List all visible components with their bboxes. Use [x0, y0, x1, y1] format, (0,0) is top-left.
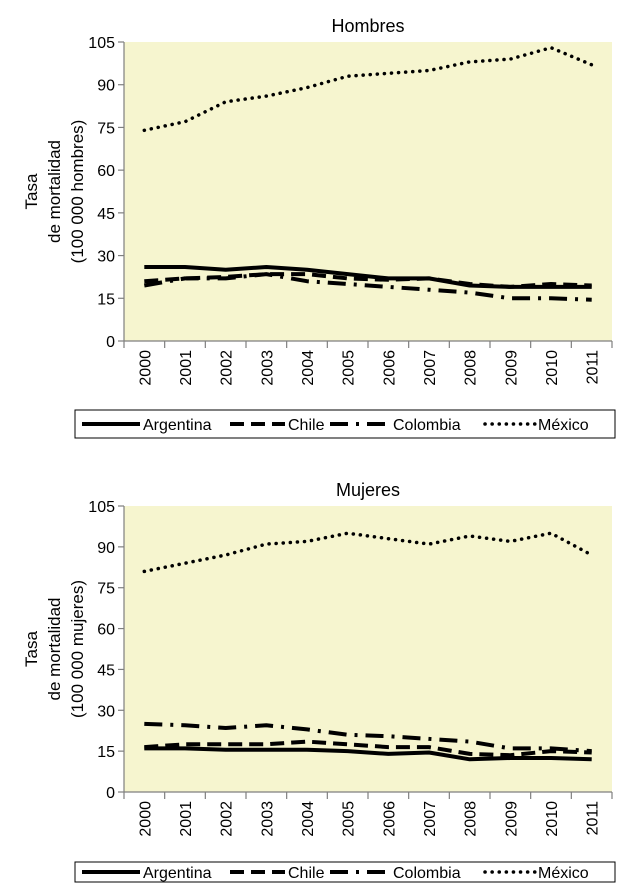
y-tick-label: 30: [97, 703, 115, 720]
y-tick-label: 15: [97, 744, 115, 761]
chart-0: Hombres 0 15 30 45 60 75 90 105 2000 2001 2002 2003 2…: [22, 16, 616, 439]
x-tick-label: 2005: [341, 350, 358, 386]
x-tick-label: 2004: [300, 350, 317, 386]
legend-label: Chile: [288, 865, 325, 882]
chart-title: Mujeres: [336, 480, 400, 500]
y-axis-label: de mortalidad: [45, 597, 64, 700]
legend-label: Chile: [288, 417, 325, 434]
y-axis-label: (100 000 mujeres): [68, 580, 87, 718]
legend-label: Argentina: [143, 417, 212, 434]
y-tick-label: 75: [97, 120, 115, 137]
x-tick-label: 2006: [381, 801, 398, 837]
series-line-argentina: [144, 265, 592, 289]
x-tick-label: 2003: [259, 350, 276, 386]
x-tick-label: 2000: [137, 801, 154, 837]
x-tick-label: 2002: [219, 801, 236, 837]
x-tick-label: 2008: [463, 801, 480, 837]
series-line-colombia: [143, 272, 592, 302]
series-line-colombia: [144, 721, 592, 754]
y-axis-label: Tasa: [22, 173, 41, 209]
x-tick-label: 2007: [422, 801, 439, 837]
y-axis-label: (100 000 hombres): [68, 120, 87, 264]
x-tick-label: 2003: [259, 801, 276, 837]
chart-1: Mujeres 0 15 30 45 60 75 90 105 2000 2001 2002 2003 2…: [22, 480, 616, 883]
y-tick-label: 45: [97, 206, 115, 223]
x-tick-label: 2005: [341, 801, 358, 837]
y-axis-label: de mortalidad: [45, 140, 64, 243]
x-tick-label: 2004: [300, 801, 317, 837]
legend-label: Colombia: [393, 865, 461, 882]
y-tick-label: 90: [97, 78, 115, 95]
legend-label: México: [538, 417, 589, 434]
y-tick-label: 75: [97, 581, 115, 598]
series-line-mxico: [142, 531, 594, 574]
chart-title: Hombres: [331, 16, 404, 36]
y-axis-label: Tasa: [22, 631, 41, 667]
x-tick-label: 2002: [219, 350, 236, 386]
y-tick-label: 105: [88, 499, 115, 516]
legend-label: México: [538, 865, 589, 882]
y-tick-label: 45: [97, 662, 115, 679]
y-tick-label: 30: [97, 249, 115, 266]
y-tick-label: 60: [97, 622, 115, 639]
y-tick-label: 0: [106, 785, 115, 802]
x-tick-label: 2009: [503, 801, 520, 837]
y-tick-label: 105: [88, 35, 115, 52]
legend-label: Argentina: [143, 865, 212, 882]
x-tick-label: 2001: [178, 801, 195, 837]
y-tick-label: 60: [97, 163, 115, 180]
x-tick-label: 2007: [422, 350, 439, 386]
plot-area: [124, 42, 612, 341]
series-line-mxico: [142, 45, 594, 133]
series-line-chile: [144, 739, 592, 758]
series-line-argentina: [144, 746, 592, 762]
y-tick-label: 90: [97, 540, 115, 557]
x-tick-label: 2009: [503, 350, 520, 386]
x-tick-label: 2011: [585, 801, 602, 836]
x-tick-label: 2010: [544, 801, 561, 837]
x-tick-label: 2010: [544, 350, 561, 386]
legend-label: Colombia: [393, 417, 461, 434]
y-tick-label: 0: [106, 334, 115, 351]
x-tick-label: 2001: [178, 350, 195, 386]
x-tick-label: 2008: [463, 350, 480, 386]
x-tick-label: 2006: [381, 350, 398, 386]
y-tick-label: 15: [97, 291, 115, 308]
x-tick-label: 2000: [137, 350, 154, 386]
x-tick-label: 2011: [585, 350, 602, 385]
